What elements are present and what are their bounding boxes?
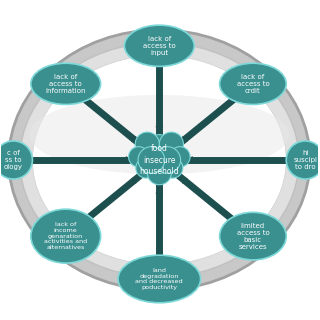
- Ellipse shape: [31, 63, 100, 104]
- Circle shape: [129, 147, 149, 167]
- Ellipse shape: [220, 212, 286, 260]
- Ellipse shape: [0, 141, 32, 179]
- Circle shape: [159, 132, 183, 156]
- Text: land
degradation
and decreased
poductivity: land degradation and decreased poductivi…: [135, 268, 183, 290]
- Circle shape: [170, 147, 190, 167]
- Text: lack of
access to
input: lack of access to input: [143, 36, 176, 56]
- Text: limited
access to
basic
services: limited access to basic services: [236, 223, 269, 250]
- Text: hi
suscipi
to dro: hi suscipi to dro: [293, 150, 317, 170]
- Text: lack of
income
genaration
activities and
alternatives: lack of income genaration activities and…: [44, 222, 87, 250]
- Text: c of
ss to
ology: c of ss to ology: [4, 150, 23, 170]
- Ellipse shape: [20, 43, 299, 277]
- Ellipse shape: [32, 55, 286, 265]
- Ellipse shape: [31, 209, 100, 263]
- Circle shape: [154, 147, 180, 173]
- Circle shape: [136, 158, 156, 178]
- Ellipse shape: [29, 95, 289, 174]
- Ellipse shape: [9, 30, 310, 290]
- Ellipse shape: [286, 141, 320, 179]
- Ellipse shape: [220, 63, 286, 104]
- Circle shape: [147, 161, 172, 185]
- Circle shape: [135, 132, 159, 156]
- Text: lack of
access to
information: lack of access to information: [45, 74, 86, 94]
- Circle shape: [143, 135, 175, 166]
- Ellipse shape: [124, 25, 194, 67]
- Circle shape: [163, 158, 183, 178]
- Text: food
insecure
household: food insecure household: [140, 144, 179, 176]
- Ellipse shape: [118, 255, 201, 303]
- Text: lack of
access to
crdit: lack of access to crdit: [236, 74, 269, 94]
- Circle shape: [138, 147, 165, 173]
